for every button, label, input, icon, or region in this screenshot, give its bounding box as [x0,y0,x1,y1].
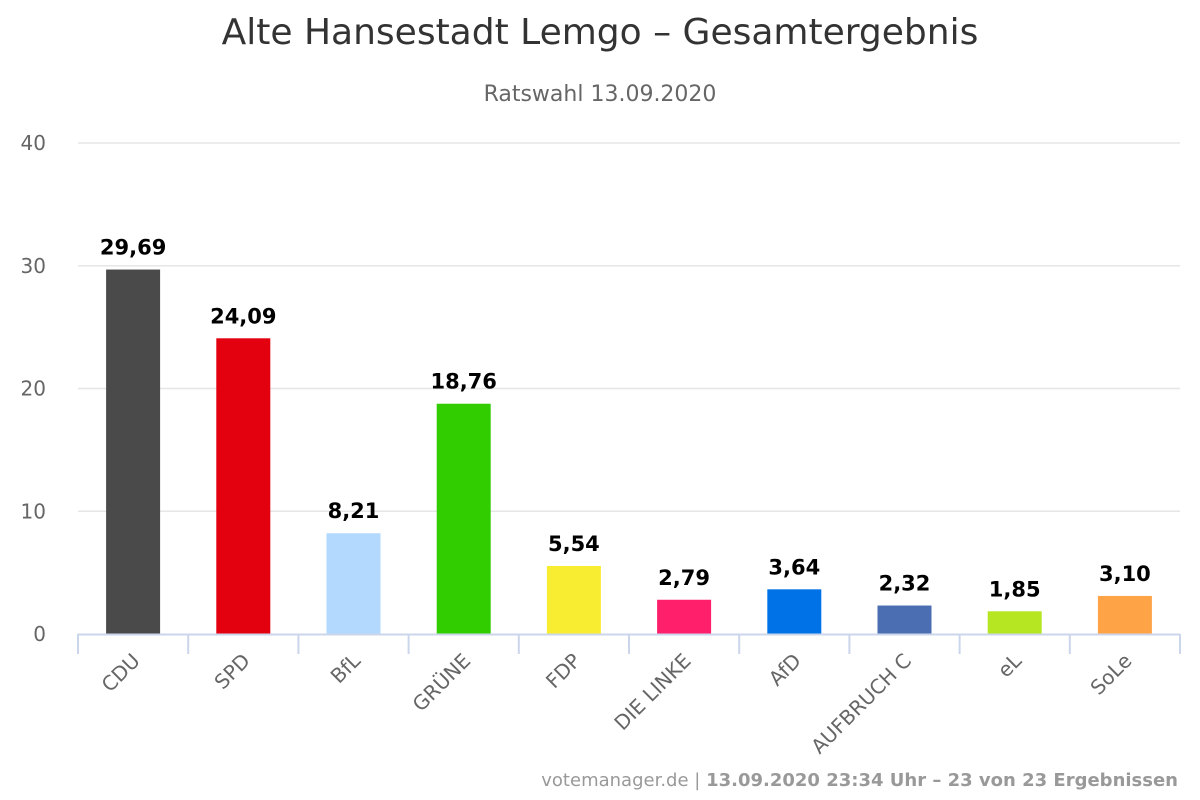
y-tick-label: 30 [21,254,46,278]
y-axis-tick-labels: 0 10 20 30 40 [21,131,46,646]
x-tick-label: AfD [764,649,806,691]
bar-grüne [436,403,491,634]
data-label: 29,69 [100,236,166,260]
chart-subtitle: Ratswahl 13.09.2020 [483,82,717,107]
credits-timestamp: 13.09.2020 23:34 Uhr – 23 von 23 Ergebni… [706,770,1178,791]
bar-afd [767,589,822,634]
y-tick-label: 40 [21,131,46,155]
data-label: 2,79 [658,566,710,590]
data-label: 3,64 [768,555,820,579]
y-tick-label: 10 [21,499,46,523]
credits[interactable]: votemanager.de | 13.09.2020 23:34 Uhr – … [541,770,1178,791]
y-tick-label: 0 [33,622,46,646]
data-label: 2,32 [879,572,931,596]
x-tick-label: SPD [209,649,254,694]
data-label: 5,54 [548,532,600,556]
bar-fdp [546,565,601,634]
bar-sole [1097,595,1152,634]
bar-aufbruch-c [877,605,932,634]
x-tick-label: FDP [541,649,586,694]
credits-source[interactable]: votemanager.de [541,770,689,791]
x-tick-label: DIE LINKE [609,649,695,735]
x-axis: CDU SPD BfL GRÜNE FDP DIE LINKE AfD AUFBRUCH C e… [77,633,1181,759]
data-labels: 29,69 24,09 8,21 18,76 5,54 2,79 3,64 2,32 1,85 3… [100,236,1151,602]
credits-separator: | [688,770,707,791]
data-label: 8,21 [328,499,380,523]
data-label: 3,10 [1099,562,1151,586]
x-tick-label: AUFBRUCH C [806,649,916,759]
chart-title: Alte Hansestadt Lemgo – Gesamtergebnis [221,12,979,53]
x-tick-label: CDU [97,649,145,697]
bar-bfl [326,533,381,634]
bar-die-linke [657,599,712,634]
x-tick-label: BfL [326,648,366,688]
x-tick-label: GRÜNE [408,649,476,717]
bar-cdu [106,269,161,634]
x-tick-label: SoLe [1086,649,1137,700]
bar-spd [216,338,271,634]
x-tick-label: eL [993,648,1027,682]
bars [106,269,1152,634]
data-label: 24,09 [210,304,276,328]
y-tick-label: 20 [21,377,46,401]
data-label: 18,76 [430,370,496,394]
bar-el [987,611,1042,634]
data-label: 1,85 [989,577,1041,601]
